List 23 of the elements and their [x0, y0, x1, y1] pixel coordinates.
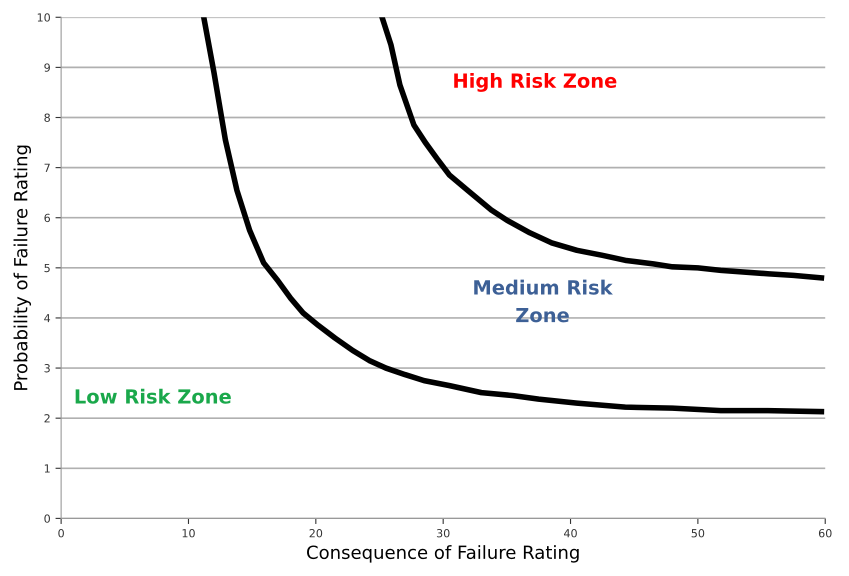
- annotation: High Risk Zone: [454, 72, 616, 92]
- annotation: Low Risk Zone: [76, 388, 231, 404]
- y-tick-label: 5: [44, 264, 50, 272]
- y-tick-label: 9: [44, 63, 50, 72]
- y-tick-label: 1: [44, 464, 50, 473]
- x-tick-label: 10: [182, 529, 195, 538]
- y-axis-title: Probability of Failure Rating: [14, 146, 32, 390]
- x-tick-label: 40: [564, 529, 577, 538]
- x-tick-label: 50: [692, 529, 704, 538]
- y-tick-label: 0: [44, 514, 50, 523]
- x-tick-label: 30: [436, 529, 450, 538]
- y-tick-label: 6: [44, 214, 50, 222]
- y-tick-label: 10: [38, 13, 50, 22]
- y-tick-label: 7: [44, 164, 50, 172]
- x-tick-label: 60: [818, 529, 832, 538]
- y-tick-label: 2: [44, 414, 50, 422]
- x-tick-label: 0: [58, 529, 64, 538]
- y-tick-label: 3: [44, 364, 50, 372]
- x-axis-title: Consequence of Failure Rating: [307, 545, 579, 563]
- y-tick-label: 8: [44, 113, 50, 122]
- annotation: Medium Risk Zone: [474, 280, 613, 322]
- x-tick-label: 20: [310, 529, 322, 538]
- y-tick-label: 4: [44, 314, 50, 322]
